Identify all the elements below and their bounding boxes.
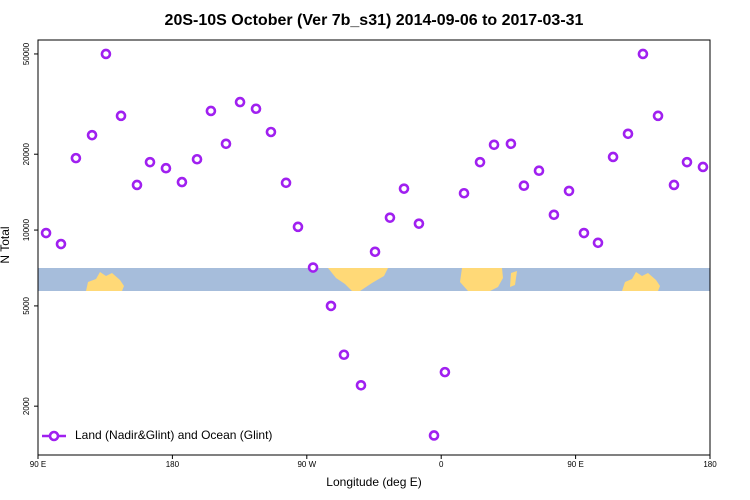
x-tick-label: 90 E	[567, 460, 583, 469]
point	[234, 96, 246, 108]
point	[191, 153, 203, 165]
legend-marker	[48, 430, 60, 442]
point	[280, 177, 292, 189]
y-axis-label: N Total	[0, 226, 12, 263]
chart-title: 20S-10S October (Ver 7b_s31) 2014-09-06 …	[165, 12, 584, 29]
point	[55, 238, 67, 250]
point	[338, 349, 350, 361]
point	[578, 227, 590, 239]
point	[292, 221, 304, 233]
point	[458, 187, 470, 199]
point	[518, 180, 530, 191]
point	[265, 126, 277, 138]
point	[428, 430, 440, 441]
point	[250, 103, 262, 115]
y-tick-label: 10000	[22, 218, 31, 241]
point	[205, 105, 217, 117]
x-tick-label: 90 E	[30, 460, 46, 469]
point	[398, 183, 410, 194]
point	[592, 237, 604, 249]
x-tick-label: 0	[439, 460, 444, 469]
point	[439, 366, 451, 378]
y-tick-label: 20000	[22, 143, 31, 166]
point	[607, 151, 619, 163]
point	[307, 262, 319, 273]
point	[652, 110, 664, 122]
point	[384, 212, 396, 223]
y-tick-label: 2000	[22, 397, 31, 415]
point	[697, 161, 709, 173]
y-tick-label: 5000	[22, 296, 31, 314]
point	[355, 380, 367, 391]
point	[144, 156, 156, 168]
point	[86, 129, 98, 141]
point	[622, 128, 634, 140]
point	[474, 156, 486, 168]
y-tick-label: 50000	[22, 42, 31, 65]
point	[369, 246, 381, 258]
point	[131, 179, 143, 191]
legend-label: Land (Nadir&Glint) and Ocean (Glint)	[75, 428, 272, 442]
point	[548, 209, 560, 221]
point	[681, 156, 693, 168]
point	[160, 162, 172, 174]
point	[488, 139, 500, 151]
point	[637, 48, 649, 60]
point	[533, 165, 545, 177]
x-axis-label: Longitude (deg E)	[326, 475, 421, 489]
plot-frame	[37, 39, 711, 456]
point	[40, 227, 52, 239]
x-tick-label: 90 W	[297, 460, 316, 469]
point	[100, 48, 112, 60]
point	[220, 138, 232, 150]
point	[325, 300, 337, 312]
x-tick-label: 180	[166, 460, 180, 469]
point	[505, 138, 517, 150]
point	[668, 179, 680, 191]
point	[70, 152, 82, 164]
point	[115, 110, 127, 122]
point	[413, 218, 425, 229]
point	[176, 176, 188, 188]
point	[563, 185, 575, 197]
map-band	[38, 268, 710, 291]
x-tick-label: 180	[703, 460, 717, 469]
